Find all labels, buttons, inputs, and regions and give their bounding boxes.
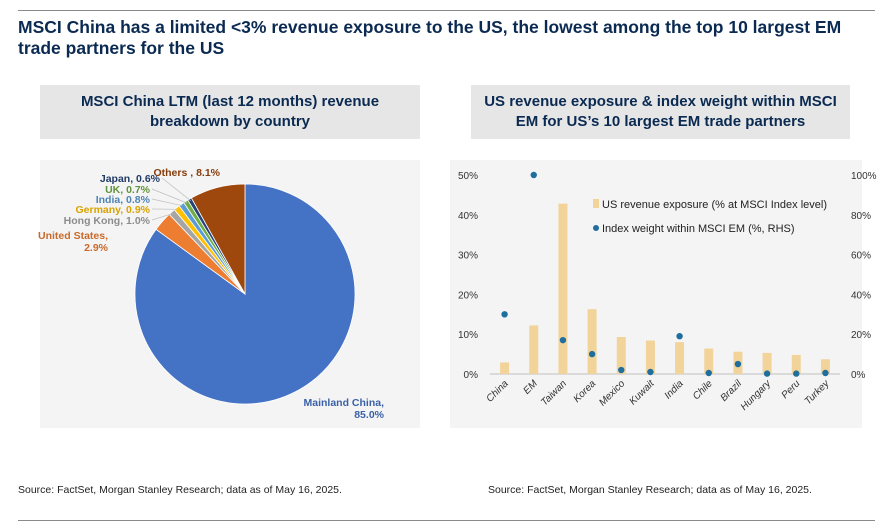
pie-leader-line xyxy=(151,198,183,207)
pie-slice-label: Hong Kong, 1.0% xyxy=(64,215,151,227)
index-weight-point xyxy=(705,369,712,377)
index-weight-point xyxy=(618,366,625,374)
index-weight-point xyxy=(676,332,683,340)
pie-source-note: Source: FactSet, Morgan Stanley Research… xyxy=(18,484,342,496)
pie-slice-label: United States, 2.9% xyxy=(38,230,109,254)
index-weight-point xyxy=(734,360,742,368)
legend-dot-swatch xyxy=(593,225,599,231)
x-tick-label: China xyxy=(484,378,511,405)
bar-panel-title-text: US revenue exposure & index weight withi… xyxy=(484,93,837,130)
bar-source-note: Source: FactSet, Morgan Stanley Research… xyxy=(488,484,812,496)
index-weight-point xyxy=(822,369,829,377)
bar xyxy=(791,354,801,374)
pie-panel-title: MSCI China LTM (last 12 months) revenue … xyxy=(40,85,420,139)
y-left-tick-label: 0% xyxy=(464,370,479,381)
pie-slice-label: Japan, 0.6% xyxy=(100,173,161,185)
index-weight-point xyxy=(588,350,596,358)
x-tick-label: Mexico xyxy=(597,378,627,408)
bar xyxy=(645,340,655,374)
bar xyxy=(762,352,772,374)
pie-leader-line xyxy=(151,213,174,221)
y-left-tick-label: 30% xyxy=(458,251,478,262)
y-left-tick-label: 20% xyxy=(458,290,478,301)
x-tick-label: Chile xyxy=(691,378,715,402)
y-right-tick-label: 100% xyxy=(851,171,877,182)
x-tick-label: India xyxy=(663,378,686,401)
y-left-tick-label: 50% xyxy=(458,171,478,182)
x-tick-label: Brazil xyxy=(719,378,745,404)
index-weight-point xyxy=(793,370,800,377)
bar xyxy=(820,359,830,374)
bar xyxy=(500,362,510,374)
y-right-tick-label: 80% xyxy=(851,211,871,222)
top-rule xyxy=(18,10,875,11)
bar-plot-area xyxy=(450,160,862,428)
x-tick-label: EM xyxy=(521,378,540,397)
index-weight-point xyxy=(501,311,508,318)
index-weight-point xyxy=(763,370,771,377)
pie-slice-label: India, 0.8% xyxy=(96,194,151,206)
legend-bar-label: US revenue exposure (% at MSCI Index lev… xyxy=(602,199,827,211)
x-tick-label: Hungary xyxy=(739,378,774,413)
pie-leader-line xyxy=(161,177,191,201)
bar xyxy=(587,309,597,374)
y-left-tick-label: 10% xyxy=(458,330,478,341)
pie-leader-line xyxy=(151,188,187,204)
y-right-tick-label: 20% xyxy=(851,330,871,341)
pie-slice-label: Others , 8.1% xyxy=(153,167,220,179)
bar xyxy=(675,342,685,374)
bar xyxy=(558,203,568,374)
index-weight-point xyxy=(530,171,537,179)
pie-slice-label: Mainland China, 85.0% xyxy=(303,397,384,421)
y-left-tick-label: 40% xyxy=(458,211,478,222)
x-tick-label: Taiwan xyxy=(539,378,569,408)
pie-slice xyxy=(190,183,246,296)
x-tick-label: Korea xyxy=(572,378,599,405)
x-tick-label: Kuwait xyxy=(628,377,658,407)
pie-slice-label: UK, 0.7% xyxy=(105,184,151,196)
legend-dot-label: Index weight within MSCI EM (%, RHS) xyxy=(602,223,795,235)
bar xyxy=(529,325,539,374)
pie-slice-label: Germany, 0.9% xyxy=(75,204,150,216)
index-weight-point xyxy=(647,368,654,376)
y-right-tick-label: 40% xyxy=(851,290,871,301)
x-tick-label: Peru xyxy=(780,378,803,401)
index-weight-point xyxy=(559,336,567,344)
headline: MSCI China has a limited <3% revenue exp… xyxy=(18,17,842,58)
y-right-tick-label: 0% xyxy=(851,370,866,381)
bar xyxy=(704,348,714,374)
bar xyxy=(616,336,626,374)
x-tick-label: Turkey xyxy=(803,378,833,408)
pie-panel-title-text: MSCI China LTM (last 12 months) revenue … xyxy=(80,93,380,130)
y-right-tick-label: 60% xyxy=(851,251,871,262)
legend-bar-swatch xyxy=(593,199,599,208)
bottom-rule xyxy=(18,520,875,521)
bar-panel-title: US revenue exposure & index weight withi… xyxy=(471,85,850,139)
